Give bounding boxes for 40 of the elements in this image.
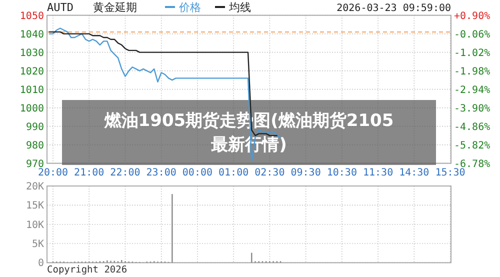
x-tick-label: 14:30 <box>399 167 430 178</box>
text: Copyright 2026 <box>47 264 128 276</box>
y-tick-label: 1020 <box>20 66 44 78</box>
y2-tick-label: -4.86% <box>454 122 490 133</box>
y-tick-label: 0 <box>38 258 44 270</box>
line-series <box>48 31 278 136</box>
y-tick-label: 1000 <box>20 103 44 114</box>
y2-tick-label: -3.90% <box>454 103 490 114</box>
text: 2026-03-23 09:59:00 <box>336 3 451 14</box>
x-tick-label: 10:30 <box>326 167 357 178</box>
y-tick-label: 20K <box>26 182 44 192</box>
y-tick-label: 980 <box>26 140 44 152</box>
x-tick-label: 23:00 <box>146 167 176 178</box>
x-tick-label: 02:30 <box>254 167 285 178</box>
y2-tick-label: -1.98% <box>454 66 490 78</box>
x-tick-label: 20:00 <box>38 167 68 178</box>
x-tick-label: 01:00 <box>218 167 249 178</box>
y-tick-label: 5K <box>32 239 44 250</box>
legend-label: 均线 <box>228 1 251 14</box>
x-tick-label: 00:00 <box>182 167 213 178</box>
y-tick-label: 1010 <box>20 84 44 96</box>
y2-tick-label: -5.82% <box>454 140 490 152</box>
y-tick-label: 990 <box>26 122 44 133</box>
x-tick-label: 21:00 <box>74 167 104 178</box>
y2-tick-label: -1.02% <box>454 48 490 59</box>
y2-tick-label: +0.90% <box>454 10 490 22</box>
x-tick-label: 15:30 <box>435 167 466 178</box>
y-tick-label: 1050 <box>20 10 44 22</box>
y-tick-label: 1040 <box>20 29 44 40</box>
y-tick-label: 10K <box>26 220 44 231</box>
y2-tick-label: -0.06% <box>454 29 490 40</box>
y2-tick-label: -2.94% <box>454 84 490 96</box>
y-tick-label: 15K <box>26 200 44 212</box>
x-tick-label: 22:00 <box>110 167 140 178</box>
chart-subtitle: 黄金延期 <box>93 1 137 14</box>
y-tick-label: 1030 <box>20 48 44 59</box>
chart-title: AUTD <box>47 1 74 14</box>
x-tick-label: 11:30 <box>362 167 394 178</box>
x-tick-label: 09:30 <box>290 167 321 178</box>
legend-label: 价格 <box>178 1 201 14</box>
